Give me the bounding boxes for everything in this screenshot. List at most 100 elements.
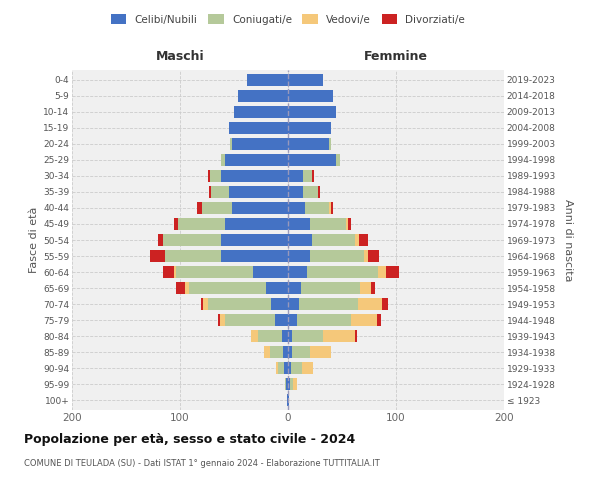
Legend: Celibi/Nubili, Coniugati/e, Vedovi/e, Divorziati/e: Celibi/Nubili, Coniugati/e, Vedovi/e, Di… <box>107 10 469 29</box>
Bar <box>359 234 368 246</box>
Bar <box>258 330 281 342</box>
Bar <box>302 362 313 374</box>
Bar <box>312 170 314 182</box>
Y-axis label: Anni di nascita: Anni di nascita <box>563 198 573 281</box>
Bar <box>382 298 388 310</box>
Bar <box>310 250 364 262</box>
Bar <box>197 202 202 214</box>
Bar <box>202 202 232 214</box>
Bar <box>307 266 377 278</box>
Bar <box>165 250 221 262</box>
Bar <box>264 346 269 358</box>
Bar <box>303 170 312 182</box>
Bar <box>176 282 185 294</box>
Bar <box>221 250 288 262</box>
Bar <box>350 314 377 326</box>
Bar <box>226 154 288 166</box>
Bar <box>292 330 323 342</box>
Bar <box>211 186 229 198</box>
Bar <box>335 154 340 166</box>
Bar <box>310 346 331 358</box>
Bar <box>355 234 359 246</box>
Bar <box>346 218 349 230</box>
Bar <box>329 202 331 214</box>
Bar <box>173 266 176 278</box>
Bar <box>377 266 386 278</box>
Bar <box>288 266 307 278</box>
Bar <box>349 218 350 230</box>
Bar <box>288 138 329 150</box>
Bar <box>221 170 288 182</box>
Bar <box>303 186 318 198</box>
Bar <box>230 138 232 150</box>
Bar <box>288 346 292 358</box>
Bar <box>288 394 289 406</box>
Bar <box>301 282 361 294</box>
Bar <box>232 138 288 150</box>
Bar <box>288 122 331 134</box>
Bar <box>208 298 271 310</box>
Bar <box>288 282 301 294</box>
Bar <box>358 298 382 310</box>
Bar <box>312 234 355 246</box>
Bar <box>288 378 290 390</box>
Bar <box>178 218 226 230</box>
Bar <box>158 234 163 246</box>
Bar <box>288 170 303 182</box>
Bar <box>318 186 320 198</box>
Text: Femmine: Femmine <box>364 50 428 63</box>
Bar <box>288 298 299 310</box>
Bar <box>251 330 258 342</box>
Bar <box>288 74 323 86</box>
Bar <box>287 394 288 406</box>
Bar <box>361 282 371 294</box>
Bar <box>310 218 346 230</box>
Bar <box>288 202 305 214</box>
Bar <box>288 330 292 342</box>
Text: COMUNE DI TEULADA (SU) - Dati ISTAT 1° gennaio 2024 - Elaborazione TUTTITALIA.IT: COMUNE DI TEULADA (SU) - Dati ISTAT 1° g… <box>24 459 380 468</box>
Bar <box>271 298 288 310</box>
Bar <box>221 234 288 246</box>
Bar <box>288 218 310 230</box>
Bar <box>269 346 283 358</box>
Bar <box>229 186 288 198</box>
Bar <box>234 106 288 118</box>
Bar <box>291 362 302 374</box>
Bar <box>386 266 399 278</box>
Bar <box>176 266 253 278</box>
Bar <box>288 154 335 166</box>
Bar <box>266 282 288 294</box>
Bar <box>293 378 296 390</box>
Bar <box>218 314 220 326</box>
Bar <box>368 250 379 262</box>
Bar <box>238 90 288 102</box>
Bar <box>288 106 335 118</box>
Bar <box>150 250 165 262</box>
Bar <box>226 314 275 326</box>
Bar <box>329 138 331 150</box>
Bar <box>210 170 221 182</box>
Bar <box>305 202 329 214</box>
Bar <box>229 122 288 134</box>
Bar <box>296 314 350 326</box>
Bar <box>221 154 226 166</box>
Y-axis label: Fasce di età: Fasce di età <box>29 207 39 273</box>
Bar <box>286 378 288 390</box>
Bar <box>188 282 266 294</box>
Bar <box>283 346 288 358</box>
Bar <box>247 74 288 86</box>
Bar <box>275 314 288 326</box>
Bar <box>209 186 211 198</box>
Bar <box>226 218 288 230</box>
Bar <box>278 362 284 374</box>
Bar <box>288 362 291 374</box>
Bar <box>284 362 288 374</box>
Bar <box>281 330 288 342</box>
Bar <box>290 378 293 390</box>
Text: Popolazione per età, sesso e stato civile - 2024: Popolazione per età, sesso e stato civil… <box>24 432 355 446</box>
Bar <box>200 298 203 310</box>
Bar <box>288 234 312 246</box>
Bar <box>299 298 358 310</box>
Bar <box>208 170 210 182</box>
Bar <box>203 298 208 310</box>
